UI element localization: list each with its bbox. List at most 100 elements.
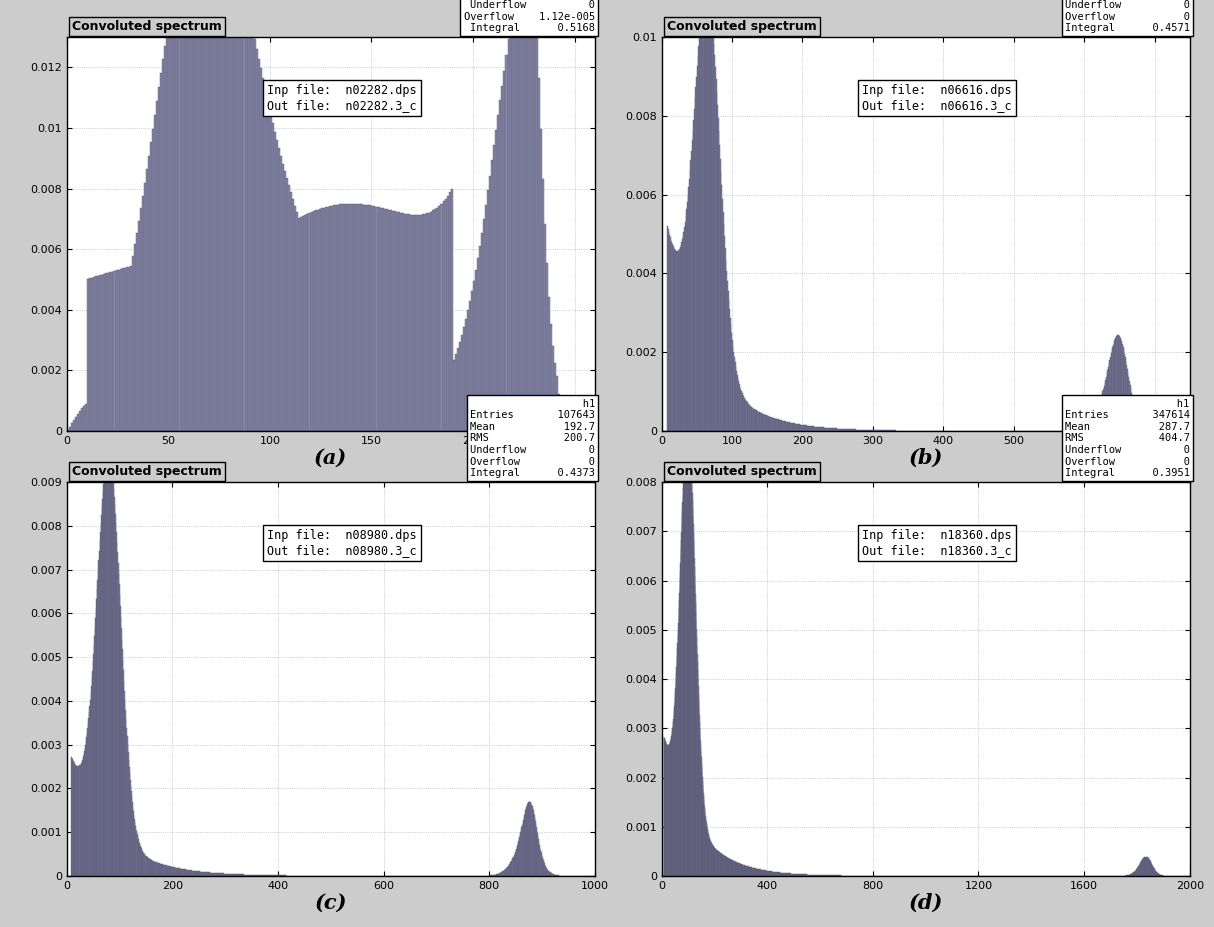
- Bar: [362, 204, 363, 431]
- Bar: [341, 204, 344, 431]
- Bar: [450, 189, 453, 431]
- Bar: [151, 143, 152, 431]
- Bar: [483, 219, 486, 431]
- Bar: [552, 346, 555, 431]
- Bar: [164, 46, 166, 431]
- Bar: [308, 213, 311, 431]
- Bar: [368, 205, 369, 431]
- Bar: [532, 0, 534, 431]
- Bar: [238, 0, 239, 431]
- Bar: [520, 0, 522, 431]
- Text: Inp file:  n02282.dps
Out file:  n02282.3_c: Inp file: n02282.dps Out file: n02282.3_…: [267, 84, 418, 112]
- Bar: [185, 0, 187, 431]
- Bar: [274, 132, 276, 431]
- Bar: [449, 193, 450, 431]
- Bar: [522, 0, 523, 431]
- Bar: [418, 215, 420, 431]
- Bar: [459, 342, 461, 431]
- Bar: [245, 0, 248, 431]
- Bar: [546, 263, 549, 431]
- Bar: [294, 206, 296, 431]
- Text: (a): (a): [314, 448, 347, 468]
- Bar: [386, 210, 387, 431]
- Text: h1
Entries       107643
Mean           192.7
RMS            200.7
Underflow     : h1 Entries 107643 Mean 192.7 RMS 200.7 U…: [470, 399, 595, 478]
- Bar: [250, 19, 251, 431]
- Bar: [396, 212, 398, 431]
- Bar: [127, 267, 130, 431]
- Bar: [284, 171, 287, 431]
- Bar: [556, 376, 558, 431]
- Bar: [106, 273, 107, 431]
- Bar: [187, 0, 188, 431]
- Bar: [363, 205, 365, 431]
- Bar: [311, 212, 312, 431]
- Bar: [109, 273, 112, 431]
- Bar: [193, 0, 194, 431]
- Bar: [318, 210, 320, 431]
- Bar: [144, 183, 146, 431]
- Bar: [206, 0, 209, 431]
- Bar: [266, 96, 268, 431]
- Bar: [75, 417, 76, 431]
- Bar: [540, 129, 543, 431]
- Bar: [471, 291, 473, 431]
- Text: Inp file:  n18360.dps
Out file:  n18360.3_c: Inp file: n18360.dps Out file: n18360.3_…: [862, 529, 1012, 557]
- Bar: [528, 0, 529, 431]
- Bar: [477, 258, 480, 431]
- Bar: [356, 204, 357, 431]
- Bar: [229, 0, 232, 431]
- Text: (c): (c): [314, 893, 347, 913]
- Bar: [523, 0, 526, 431]
- Bar: [353, 204, 356, 431]
- Bar: [69, 426, 70, 431]
- Bar: [447, 196, 449, 431]
- Bar: [347, 204, 350, 431]
- Bar: [91, 278, 93, 431]
- Bar: [514, 0, 516, 431]
- Text: h1
Entries       347614
Mean           287.7
RMS            404.7
Underflow     : h1 Entries 347614 Mean 287.7 RMS 404.7 U…: [1065, 399, 1190, 478]
- Bar: [152, 129, 154, 431]
- Bar: [314, 210, 317, 431]
- Bar: [369, 206, 371, 431]
- Bar: [381, 209, 384, 431]
- Bar: [463, 327, 465, 431]
- Bar: [211, 0, 212, 431]
- Bar: [375, 207, 378, 431]
- Bar: [565, 424, 567, 431]
- Text: h1
Entries        11662
Mean           112.9
RMS            63.34
Underflow     : h1 Entries 11662 Mean 112.9 RMS 63.34 Un…: [464, 0, 595, 33]
- Bar: [312, 211, 314, 431]
- Bar: [121, 269, 124, 431]
- Bar: [205, 0, 206, 431]
- Bar: [392, 210, 393, 431]
- Bar: [200, 0, 203, 431]
- Bar: [429, 212, 430, 431]
- Bar: [217, 0, 219, 431]
- Bar: [154, 115, 157, 431]
- Bar: [538, 78, 540, 431]
- Bar: [305, 215, 306, 431]
- Text: h1
Entries        65141
Mean             167
RMS            158.9
Underflow     : h1 Entries 65141 Mean 167 RMS 158.9 Unde…: [1065, 0, 1190, 33]
- Bar: [571, 429, 573, 431]
- Bar: [390, 210, 392, 431]
- Bar: [181, 0, 182, 431]
- Bar: [262, 78, 263, 431]
- Bar: [270, 114, 272, 431]
- Bar: [475, 270, 477, 431]
- Bar: [393, 211, 396, 431]
- Bar: [254, 39, 256, 431]
- Bar: [188, 0, 191, 431]
- Bar: [444, 198, 447, 431]
- Bar: [263, 87, 266, 431]
- Bar: [197, 0, 199, 431]
- Bar: [170, 6, 172, 431]
- Bar: [119, 269, 121, 431]
- Bar: [422, 214, 424, 431]
- Bar: [317, 210, 318, 431]
- Bar: [293, 199, 294, 431]
- Bar: [320, 209, 323, 431]
- Bar: [107, 273, 109, 431]
- Bar: [278, 148, 280, 431]
- Bar: [327, 207, 329, 431]
- Bar: [288, 185, 290, 431]
- Bar: [251, 30, 254, 431]
